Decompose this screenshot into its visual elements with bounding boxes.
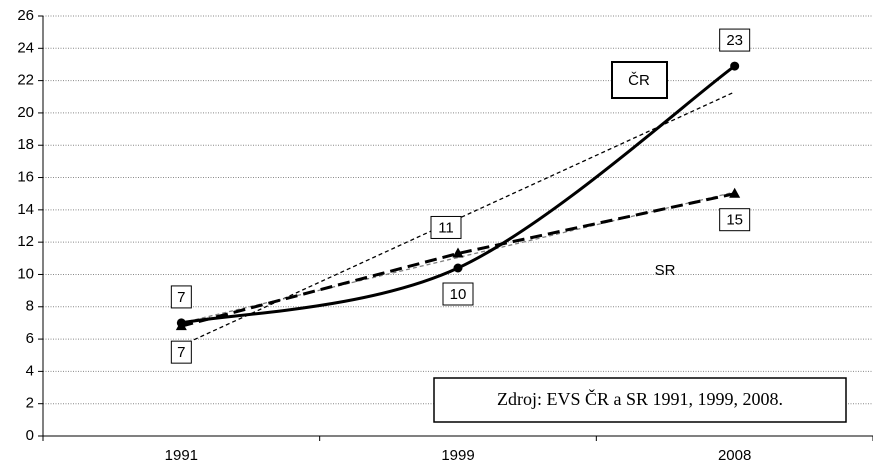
legend-label: SR: [655, 262, 676, 279]
y-tick-label: 26: [17, 7, 34, 24]
series-line: [180, 192, 735, 328]
y-tick-label: 14: [17, 201, 34, 218]
value-label: 11: [438, 219, 454, 236]
y-tick-label: 10: [17, 265, 34, 282]
y-tick-label: 4: [26, 362, 34, 379]
y-tick-label: 24: [17, 39, 34, 56]
y-tick-label: 2: [26, 395, 34, 412]
value-label-box: [719, 28, 751, 52]
x-tick-label: 1991: [165, 447, 198, 464]
x-tick-label: 1999: [441, 447, 474, 464]
value-label: 23: [726, 32, 743, 49]
point: [730, 61, 740, 71]
value-label: 7: [177, 289, 185, 306]
legend-label: ČR: [628, 72, 650, 89]
point: [452, 247, 464, 258]
y-tick-label: 8: [26, 298, 34, 315]
source-note: Zdroj: EVS ČR a SR 1991, 1999, 2008.: [497, 388, 783, 409]
y-tick-label: 12: [17, 233, 34, 250]
value-label-box: [719, 208, 751, 232]
value-label: 15: [726, 212, 743, 229]
point: [453, 263, 463, 273]
value-label: 10: [450, 286, 467, 303]
value-label-box: [170, 340, 192, 364]
value-label-box: [170, 285, 192, 309]
y-tick-label: 6: [26, 330, 34, 347]
source-box: [433, 377, 847, 423]
legend-box: [611, 61, 668, 99]
point: [175, 320, 187, 331]
y-tick-label: 20: [17, 104, 34, 121]
y-tick-label: 18: [17, 136, 34, 153]
point: [729, 187, 741, 198]
y-tick-label: 16: [17, 169, 34, 186]
value-label-box: [430, 215, 462, 239]
y-tick-label: 0: [26, 427, 34, 444]
value-label-box: [442, 282, 474, 306]
y-tick-label: 22: [17, 72, 34, 89]
x-tick-label: 2008: [718, 447, 751, 464]
value-label: 7: [177, 344, 185, 361]
